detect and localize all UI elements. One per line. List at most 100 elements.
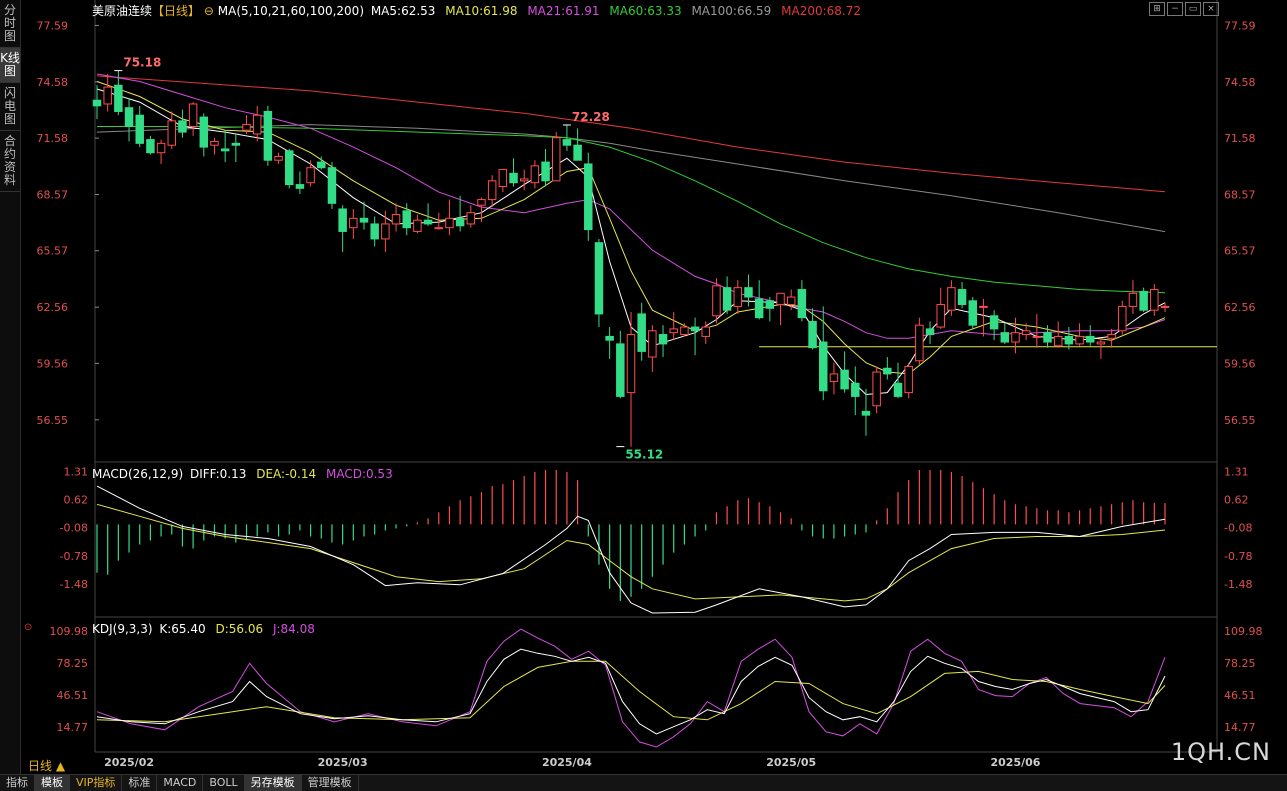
minus-icon[interactable]: − <box>1167 2 1183 16</box>
price-tick-label-left: 77.59 <box>37 19 69 32</box>
candle-body <box>594 242 604 315</box>
candle-body <box>231 142 241 146</box>
candle-body <box>1000 332 1010 343</box>
candle-body <box>573 144 582 161</box>
candle-body <box>1064 335 1074 345</box>
tab-indicator[interactable]: 指标 <box>0 775 35 791</box>
sidebar: 分时图 K线图 闪电图 合约资料 <box>0 0 21 774</box>
date-axis-label: 2025/04 <box>542 756 592 769</box>
candle-body <box>722 287 732 311</box>
candle-body <box>605 335 614 341</box>
close-icon[interactable]: × <box>1203 2 1219 16</box>
ma-params: MA(5,10,21,60,100,200) <box>217 4 364 18</box>
kdj-tick-label-left: 14.77 <box>57 721 89 734</box>
tab-timeshare[interactable]: 分时图 <box>0 0 20 48</box>
candle-body <box>370 223 379 240</box>
candle-body <box>851 382 860 397</box>
candle-body <box>317 161 326 169</box>
candle-body <box>124 107 134 127</box>
candle-body <box>701 326 710 337</box>
tab-contract-info[interactable]: 合约资料 <box>0 131 20 192</box>
candle-body <box>562 139 572 146</box>
price-tick-label-right: 56.55 <box>1224 414 1256 427</box>
tab-tick[interactable]: 闪电图 <box>0 83 20 131</box>
dea-line <box>96 503 1166 602</box>
watermark: 1QH.CN <box>1170 738 1271 766</box>
candle-body <box>327 167 337 204</box>
price-tick-label-left: 68.57 <box>37 189 69 202</box>
candle-body <box>487 180 497 201</box>
candle-body <box>1150 289 1159 311</box>
kdj-tick-label-right: 78.25 <box>1224 657 1256 670</box>
kdj-tick-label-right: 46.51 <box>1224 689 1256 702</box>
tab-save-template[interactable]: 另存模板 <box>244 775 302 791</box>
tab-macd[interactable]: MACD <box>157 775 204 791</box>
kdj-k-line <box>96 648 1166 735</box>
macd-tick-label-right: -0.08 <box>1224 522 1252 535</box>
macd-params: MACD(26,12,9) <box>92 467 184 481</box>
settings-icon[interactable]: ⊙ <box>24 622 33 633</box>
candle-body <box>498 169 508 187</box>
candle-body <box>616 343 625 397</box>
candle-body <box>1011 332 1020 343</box>
candle-body <box>263 110 273 161</box>
restore-icon[interactable]: ▭ <box>1185 2 1201 16</box>
candle-body <box>840 369 849 390</box>
ma5-value: MA5:62.53 <box>370 4 436 18</box>
candle-body <box>423 219 433 225</box>
candle-body <box>1043 332 1052 343</box>
tab-standard[interactable]: 标准 <box>122 775 158 791</box>
date-axis-label: 2025/05 <box>766 756 816 769</box>
tab-kline[interactable]: K线图 <box>0 48 20 83</box>
kdj-d-line <box>96 660 1166 723</box>
daily-period-selector[interactable]: 日线 ▲ <box>28 759 66 773</box>
macd-tick-label-left: -0.08 <box>60 522 88 535</box>
tab-manage-template[interactable]: 管理模板 <box>302 775 359 791</box>
candle-body <box>156 142 166 154</box>
candle-body <box>626 334 636 394</box>
tab-boll[interactable]: BOLL <box>203 775 245 791</box>
candle-body <box>893 382 903 397</box>
price-tick-label-right: 71.58 <box>1224 132 1256 145</box>
lock-icon[interactable]: ⊖ <box>203 4 214 18</box>
ma200-line <box>96 75 1166 193</box>
bottom-toolbar: 指标 模板 VIP指标 标准 MACD BOLL 另存模板 管理模板 <box>0 774 1287 791</box>
candle-body <box>925 328 935 336</box>
candle-body <box>146 139 155 154</box>
candle-body <box>413 219 422 232</box>
extreme-label: 72.28 <box>572 110 610 124</box>
candle-body <box>1107 334 1116 339</box>
price-tick-label-right: 68.57 <box>1224 189 1256 202</box>
candle-body <box>637 313 646 352</box>
candle-body <box>680 326 689 336</box>
kdj-tick-label-left: 78.25 <box>57 657 89 670</box>
candle-body <box>242 124 251 131</box>
tab-vip-indicator[interactable]: VIP指标 <box>70 775 123 791</box>
candle-body <box>285 150 294 186</box>
candle-body <box>1160 305 1170 308</box>
macd-header: MACD(26,12,9) DIFF:0.13 DEA:-0.14 MACD:0… <box>92 467 393 481</box>
candle-body <box>338 208 347 232</box>
candle-body <box>519 178 529 182</box>
macd-diff-value: DIFF:0.13 <box>189 467 247 481</box>
candle-body <box>530 165 540 184</box>
period-label[interactable]: 【日线】 <box>152 4 201 18</box>
price-tick-label-right: 59.56 <box>1224 357 1256 370</box>
candle-body <box>1053 335 1063 347</box>
candle-body <box>306 167 315 184</box>
candle-body <box>648 330 657 358</box>
tab-template[interactable]: 模板 <box>35 775 70 791</box>
candle-body <box>210 140 219 146</box>
price-header: 美原油连续【日线】 ⊖ MA(5,10,21,60,100,200) MA5:6… <box>92 2 861 19</box>
candle-body <box>690 326 700 332</box>
candle-body <box>872 371 881 407</box>
candle-body <box>103 86 112 105</box>
macd-tick-label-right: -1.48 <box>1224 578 1252 591</box>
kdj-tick-label-right: 14.77 <box>1224 721 1256 734</box>
kdj-j-value: J:84.08 <box>272 622 315 636</box>
candle-body <box>1139 290 1148 311</box>
grid-icon[interactable]: ⊞ <box>1149 2 1165 16</box>
extreme-label: 55.12 <box>625 448 663 462</box>
candle-body <box>1021 330 1031 336</box>
chart-canvas[interactable]: 77.59 77.59 74.58 74.58 71.58 71.58 68.57 68.57… <box>20 0 1287 774</box>
